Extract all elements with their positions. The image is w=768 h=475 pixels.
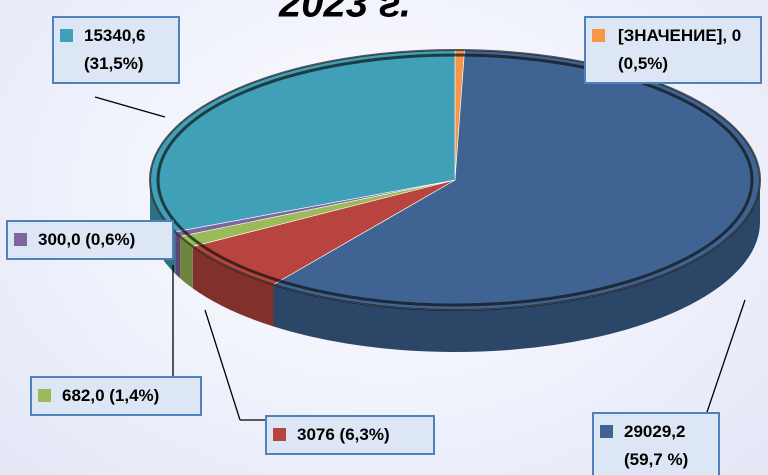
pie-side — [273, 180, 760, 352]
chart-title: 2023 г. — [278, 0, 411, 26]
leader-line — [204, 309, 241, 421]
pie-side — [175, 231, 181, 279]
data-label-text: 300,0 (0,6%) — [38, 230, 136, 249]
coin-rim — [156, 53, 754, 307]
leader-line — [94, 96, 166, 118]
data-label: 15340,6 (31,5%) — [52, 16, 180, 84]
data-label: 682,0 (1,4%) — [30, 376, 202, 416]
data-label-text: 682,0 (1,4%) — [62, 386, 160, 405]
data-label: 29029,2 (59,7 %) — [592, 412, 720, 475]
data-label: 300,0 (0,6%) — [6, 220, 174, 260]
coin-rim — [149, 49, 761, 311]
data-label-text: [ЗНАЧЕНИЕ], 0 (0,5%) — [618, 26, 742, 73]
pie-side — [192, 246, 274, 327]
legend-marker — [592, 29, 605, 42]
leader-line — [704, 299, 746, 419]
data-label: [ЗНАЧЕНИЕ], 0 (0,5%) — [584, 16, 762, 84]
legend-marker — [60, 29, 73, 42]
legend-marker — [600, 425, 613, 438]
pie — [149, 49, 761, 352]
data-label-text: 3076 (6,3%) — [297, 425, 390, 444]
legend-marker — [273, 428, 286, 441]
data-label: 3076 (6,3%) — [265, 415, 435, 455]
data-label-text: 15340,6 (31,5%) — [84, 26, 146, 73]
pie-side — [180, 236, 193, 289]
legend-marker — [14, 233, 27, 246]
legend-marker — [38, 389, 51, 402]
data-label-text: 29029,2 (59,7 %) — [624, 422, 689, 469]
